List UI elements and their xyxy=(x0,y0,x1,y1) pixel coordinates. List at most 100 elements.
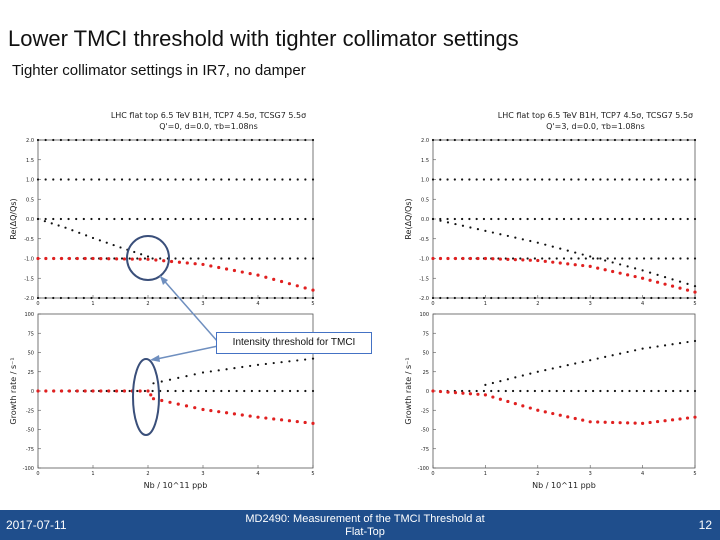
data-point xyxy=(453,138,456,142)
data-point xyxy=(577,217,580,221)
data-point xyxy=(621,217,624,221)
data-point xyxy=(482,217,486,221)
data-point xyxy=(484,229,487,232)
data-point xyxy=(114,257,119,261)
data-point xyxy=(664,257,667,260)
data-point xyxy=(577,389,580,393)
data-point xyxy=(264,275,268,279)
data-point xyxy=(490,217,493,221)
data-point xyxy=(438,389,443,394)
data-point xyxy=(264,362,267,366)
data-point xyxy=(454,222,457,226)
data-point xyxy=(611,269,615,274)
data-point xyxy=(204,257,208,260)
data-point xyxy=(220,217,223,221)
data-point xyxy=(686,389,689,393)
data-point xyxy=(201,407,205,412)
data-point xyxy=(581,253,584,256)
data-point xyxy=(98,239,101,242)
data-point xyxy=(311,288,315,292)
data-point xyxy=(281,217,284,221)
data-point xyxy=(613,138,617,142)
data-point xyxy=(577,178,580,181)
data-point xyxy=(453,178,456,181)
data-point xyxy=(482,296,486,300)
data-point xyxy=(498,257,502,261)
data-point xyxy=(212,296,215,300)
y-tick-label: -100 xyxy=(23,466,34,472)
data-point xyxy=(693,217,697,221)
data-point xyxy=(506,257,510,261)
data-point xyxy=(273,257,276,260)
data-point xyxy=(182,138,185,142)
panel-title-line2: Q'=0, d=0.0, τb=1.08ns xyxy=(159,122,258,131)
data-point xyxy=(212,217,215,221)
x-tick-label: 0 xyxy=(36,301,39,307)
y-tick-label: 1.0 xyxy=(26,178,34,184)
data-point xyxy=(439,219,442,222)
data-point xyxy=(491,231,494,234)
data-point xyxy=(136,217,139,221)
data-point xyxy=(149,393,153,397)
data-point xyxy=(119,246,122,249)
data-point xyxy=(138,257,142,261)
x-tick-label: 2 xyxy=(146,471,149,477)
data-point xyxy=(59,217,63,221)
y-axis-label: Re(ΔQ/Qs) xyxy=(9,198,18,239)
data-point xyxy=(272,277,276,281)
data-point xyxy=(296,138,299,142)
data-point xyxy=(497,389,500,393)
data-point xyxy=(558,413,562,417)
data-point xyxy=(44,138,47,142)
data-point xyxy=(446,138,449,142)
data-point xyxy=(83,389,87,393)
data-point xyxy=(619,263,622,266)
data-point xyxy=(693,257,697,260)
data-point xyxy=(143,138,147,142)
data-point xyxy=(461,296,464,300)
data-point xyxy=(685,416,690,420)
data-point xyxy=(287,282,292,286)
data-point xyxy=(635,296,638,300)
data-point xyxy=(303,420,307,425)
data-point xyxy=(642,138,646,142)
data-point xyxy=(592,138,595,142)
data-point xyxy=(655,419,660,424)
data-point xyxy=(599,296,602,300)
x-tick-label: 2 xyxy=(146,301,149,307)
data-point xyxy=(295,284,299,288)
data-point xyxy=(519,217,522,221)
x-tick-label: 3 xyxy=(201,471,204,477)
data-point xyxy=(566,415,570,419)
data-point xyxy=(44,256,48,261)
data-point xyxy=(90,138,93,142)
data-point xyxy=(672,296,675,300)
data-point xyxy=(250,217,253,221)
data-point xyxy=(272,361,275,365)
data-point xyxy=(634,349,637,352)
data-point xyxy=(36,256,40,261)
data-point xyxy=(159,296,162,300)
x-tick-label: 4 xyxy=(641,471,644,477)
data-point xyxy=(519,389,522,393)
data-point xyxy=(197,257,200,260)
data-point xyxy=(182,257,185,260)
data-point xyxy=(490,138,493,142)
data-point xyxy=(533,389,536,393)
data-point xyxy=(679,217,682,221)
data-point xyxy=(82,178,85,181)
data-point xyxy=(592,217,595,221)
data-point xyxy=(446,256,450,261)
data-point xyxy=(128,389,131,393)
data-point xyxy=(243,217,246,221)
x-tick-label: 2 xyxy=(536,301,539,307)
data-point xyxy=(672,217,675,221)
data-point xyxy=(693,415,697,419)
data-point xyxy=(146,389,150,393)
data-point xyxy=(599,217,602,221)
data-point xyxy=(618,421,622,425)
y-tick-label: 75 xyxy=(423,331,429,337)
data-point xyxy=(577,138,580,142)
data-point xyxy=(562,257,566,260)
data-point xyxy=(584,178,587,181)
